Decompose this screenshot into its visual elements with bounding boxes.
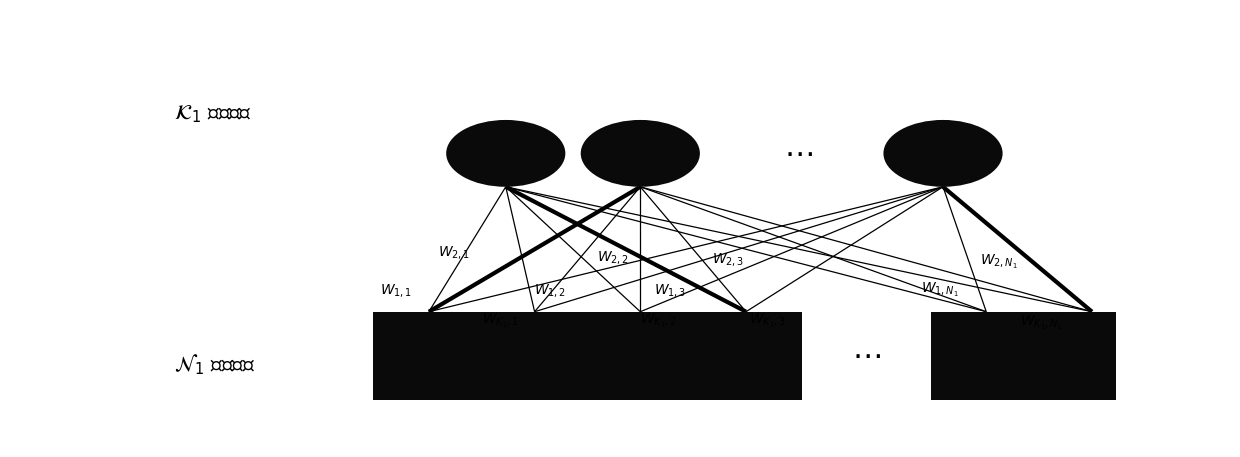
Ellipse shape [580,120,699,187]
Text: $W_{1,2}$: $W_{1,2}$ [534,282,567,299]
Text: $W_{2,N_1}$: $W_{2,N_1}$ [980,253,1017,271]
Text: $W_{2,2}$: $W_{2,2}$ [596,249,629,266]
Text: $W_{2,3}$: $W_{2,3}$ [712,251,745,268]
Text: $W_{2,1}$: $W_{2,1}$ [439,244,471,260]
Bar [584,312,696,400]
Bar [1037,312,1148,400]
Text: $W_{1,3}$: $W_{1,3}$ [655,282,687,299]
Text: $\mathcal{K}_1$ 中的用户: $\mathcal{K}_1$ 中的用户 [174,104,252,126]
Text: $\mathcal{N}_1$ 中的信道: $\mathcal{N}_1$ 中的信道 [174,352,255,377]
Text: $W_{1,1}$: $W_{1,1}$ [381,282,413,299]
Bar [479,312,590,400]
Bar [691,312,802,400]
Text: $\cdots$: $\cdots$ [852,341,880,370]
Text: $W_{1,N_1}$: $W_{1,N_1}$ [920,282,959,299]
Text: $W_{K_1,2}$: $W_{K_1,2}$ [640,312,677,330]
Text: $W_{K_1,3}$: $W_{K_1,3}$ [749,312,786,330]
Text: $\cdots$: $\cdots$ [785,139,813,168]
Text: $W_{K_1,N_1}$: $W_{K_1,N_1}$ [1019,314,1063,332]
Bar [930,312,1042,400]
Ellipse shape [446,120,565,187]
Ellipse shape [883,120,1003,187]
Text: $W_{K_1,1}$: $W_{K_1,1}$ [481,312,518,330]
Bar [373,312,485,400]
